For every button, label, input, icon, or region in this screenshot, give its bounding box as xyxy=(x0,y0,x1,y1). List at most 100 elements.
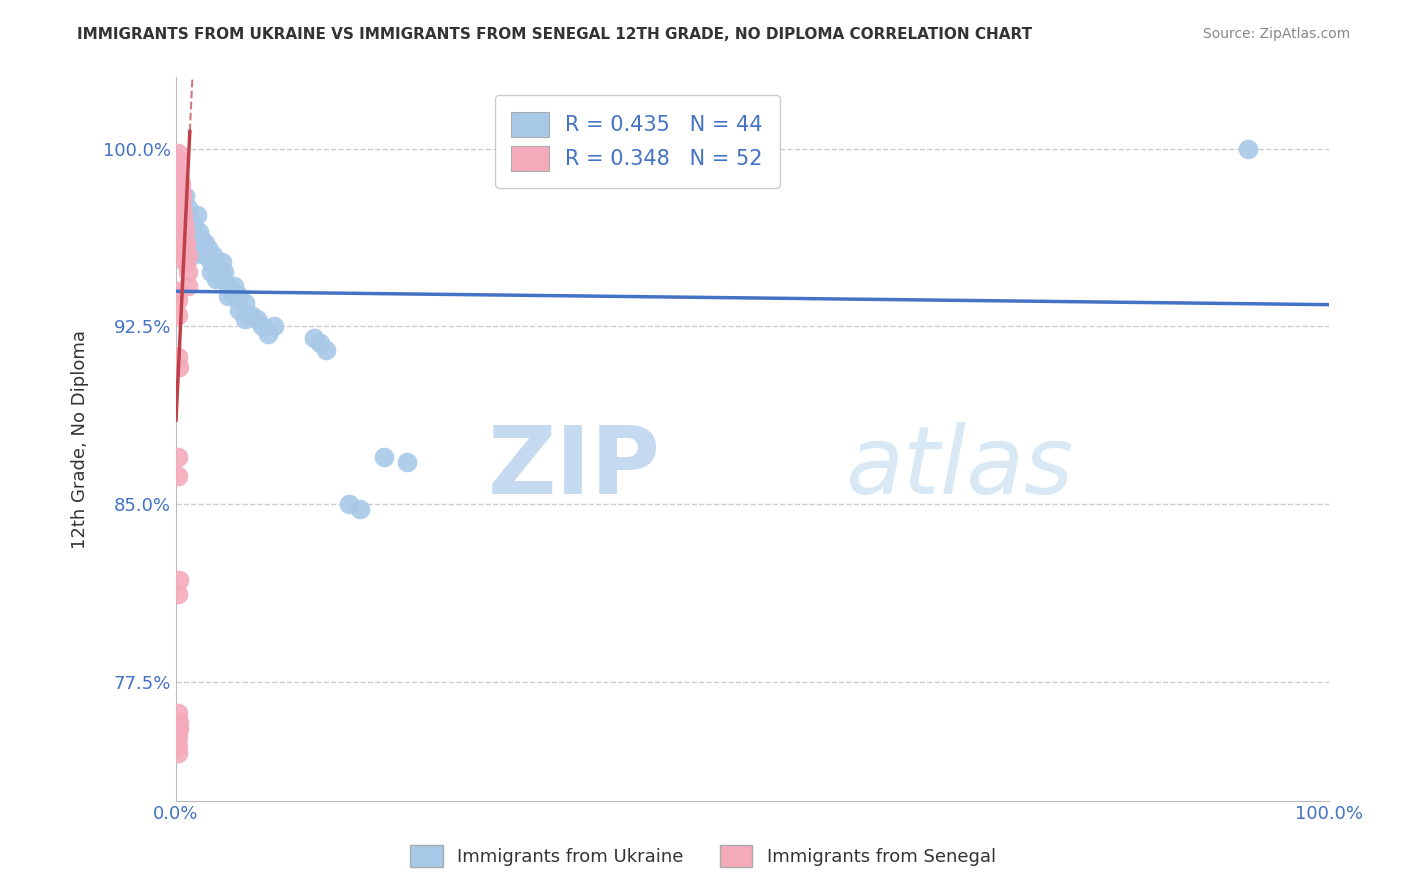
Point xyxy=(169,184,191,198)
Point xyxy=(169,248,191,262)
Text: IMMIGRANTS FROM UKRAINE VS IMMIGRANTS FROM SENEGAL 12TH GRADE, NO DIPLOMA CORREL: IMMIGRANTS FROM UKRAINE VS IMMIGRANTS FR… xyxy=(77,27,1032,42)
Text: atlas: atlas xyxy=(845,423,1073,514)
Point xyxy=(167,225,190,239)
Point xyxy=(194,236,217,251)
Point xyxy=(395,454,418,468)
Point xyxy=(176,201,198,215)
Point xyxy=(188,225,211,239)
Point xyxy=(172,208,194,222)
Point xyxy=(194,248,217,262)
Point xyxy=(167,450,190,464)
Point xyxy=(173,218,195,232)
Point xyxy=(201,248,224,262)
Point xyxy=(167,284,190,298)
Point xyxy=(222,279,245,293)
Point xyxy=(170,208,193,222)
Point xyxy=(172,241,194,255)
Point xyxy=(263,319,285,334)
Point xyxy=(167,739,190,753)
Point xyxy=(167,350,190,364)
Point xyxy=(246,312,269,326)
Point xyxy=(228,302,250,317)
Point xyxy=(169,169,191,184)
Legend: Immigrants from Ukraine, Immigrants from Senegal: Immigrants from Ukraine, Immigrants from… xyxy=(404,838,1002,874)
Point xyxy=(190,232,212,246)
Point xyxy=(167,165,190,179)
Point xyxy=(176,255,198,269)
Point xyxy=(170,189,193,203)
Point xyxy=(233,312,256,326)
Point xyxy=(337,497,360,511)
Point xyxy=(221,284,243,298)
Point xyxy=(181,218,204,232)
Point xyxy=(176,236,198,251)
Point xyxy=(167,746,190,760)
Point xyxy=(167,146,190,161)
Point xyxy=(169,573,191,587)
Point xyxy=(373,450,395,464)
Point xyxy=(169,189,191,203)
Point xyxy=(228,288,250,302)
Point xyxy=(217,279,239,293)
Point xyxy=(172,225,194,239)
Point xyxy=(211,272,233,286)
Point xyxy=(205,272,228,286)
Point xyxy=(167,293,190,308)
Point xyxy=(169,715,191,730)
Point xyxy=(208,265,231,279)
Point xyxy=(1237,142,1260,156)
Point xyxy=(167,201,190,215)
Point xyxy=(169,194,191,208)
Point xyxy=(169,236,191,251)
Point xyxy=(200,255,222,269)
Point xyxy=(252,319,274,334)
Point xyxy=(181,248,204,262)
Point xyxy=(349,502,371,516)
Text: Source: ZipAtlas.com: Source: ZipAtlas.com xyxy=(1202,27,1350,41)
Point xyxy=(167,468,190,483)
Point xyxy=(173,225,195,239)
Text: ZIP: ZIP xyxy=(488,422,661,514)
Point xyxy=(214,265,236,279)
Point xyxy=(167,308,190,322)
Point xyxy=(169,169,191,184)
Point xyxy=(217,288,239,302)
Point xyxy=(173,236,195,251)
Point xyxy=(169,201,191,215)
Point xyxy=(197,241,219,255)
Point xyxy=(309,336,332,351)
Point xyxy=(211,255,233,269)
Point xyxy=(176,248,198,262)
Point xyxy=(174,255,197,269)
Point xyxy=(169,212,191,227)
Point xyxy=(167,153,190,168)
Point xyxy=(176,236,198,251)
Point xyxy=(188,241,211,255)
Legend: R = 0.435   N = 44, R = 0.348   N = 52: R = 0.435 N = 44, R = 0.348 N = 52 xyxy=(495,95,780,187)
Point xyxy=(167,706,190,720)
Point xyxy=(200,265,222,279)
Point xyxy=(174,241,197,255)
Point xyxy=(176,279,198,293)
Point xyxy=(170,201,193,215)
Point xyxy=(167,587,190,601)
Point xyxy=(170,218,193,232)
Point xyxy=(239,308,262,322)
Y-axis label: 12th Grade, No Diploma: 12th Grade, No Diploma xyxy=(72,329,89,549)
Point xyxy=(315,343,337,358)
Point xyxy=(205,260,228,274)
Point xyxy=(176,265,198,279)
Point xyxy=(170,212,193,227)
Point xyxy=(222,288,245,302)
Point xyxy=(169,208,191,222)
Point xyxy=(174,225,197,239)
Point xyxy=(172,218,194,232)
Point xyxy=(233,295,256,310)
Point xyxy=(169,723,191,737)
Point xyxy=(169,177,191,191)
Point xyxy=(169,184,191,198)
Point xyxy=(167,730,190,744)
Point xyxy=(257,326,280,341)
Point xyxy=(186,208,208,222)
Point xyxy=(174,236,197,251)
